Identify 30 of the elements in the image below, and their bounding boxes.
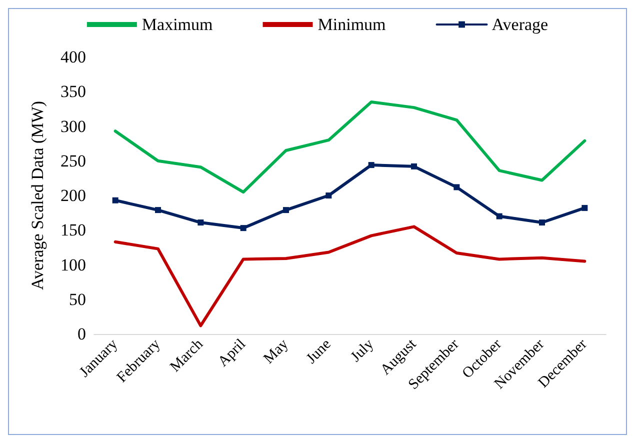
point	[283, 207, 289, 214]
point	[539, 220, 545, 226]
y-tick-label: 50	[69, 290, 86, 309]
line-series	[114, 100, 586, 194]
point	[454, 184, 460, 190]
legend-label: Minimum	[318, 15, 386, 34]
y-tick-label: 0	[78, 324, 86, 344]
point	[326, 192, 332, 198]
line-series	[114, 225, 586, 328]
y-tick-label: 300	[60, 116, 86, 136]
point	[240, 225, 246, 232]
point	[112, 197, 118, 204]
y-tick-label: 250	[60, 151, 86, 170]
x-tick-label: June	[304, 336, 335, 368]
point	[155, 207, 161, 214]
point	[368, 162, 374, 168]
point	[582, 204, 588, 211]
y-axis-title: Average Scaled Data (MW)	[28, 101, 47, 290]
legend-label: Average	[492, 15, 548, 34]
point	[198, 220, 204, 226]
y-tick-label: 100	[60, 255, 86, 274]
x-tick-label: July	[348, 336, 378, 366]
y-tick-label: 200	[60, 186, 86, 205]
legend-label: Maximum	[142, 15, 213, 34]
point	[496, 213, 502, 220]
x-tick-label: May	[260, 336, 292, 368]
y-tick-label: 400	[60, 48, 86, 66]
point	[411, 163, 417, 170]
y-tick-label: 150	[60, 220, 86, 240]
y-tick-label: 350	[60, 82, 86, 102]
